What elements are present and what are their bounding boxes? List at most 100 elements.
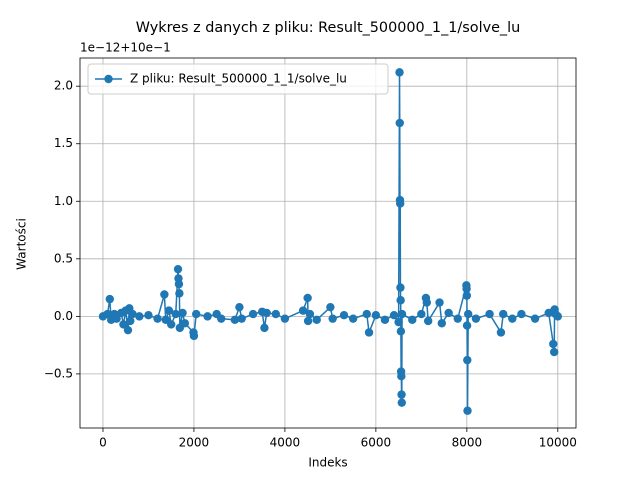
- data-point: [180, 319, 190, 328]
- data-point: [422, 298, 432, 307]
- data-point: [462, 291, 472, 300]
- data-point: [463, 406, 472, 415]
- y-tick-label: −0.5: [44, 366, 73, 380]
- data-point: [499, 309, 508, 319]
- data-point: [397, 372, 406, 381]
- data-point: [112, 314, 121, 323]
- data-point: [260, 323, 269, 333]
- data-point: [471, 314, 481, 323]
- data-point: [160, 290, 169, 299]
- data-point: [397, 398, 406, 407]
- data-point: [485, 309, 494, 319]
- y-tick-label: 0.0: [54, 309, 73, 323]
- data-point: [166, 320, 176, 329]
- data-point: [462, 321, 472, 330]
- data-point: [173, 264, 183, 274]
- data-point: [464, 309, 473, 319]
- y-tick-label: 1.5: [54, 136, 73, 150]
- data-point: [305, 309, 315, 319]
- data-point: [517, 309, 526, 319]
- data-point: [119, 320, 128, 329]
- grid: 0 2000 4000 6000 8000 10000 −0.5 0.0 0.5 1.0 1.5 2.…: [44, 58, 577, 450]
- y-tick-label: 0.5: [54, 251, 73, 265]
- data-point: [423, 316, 433, 326]
- data-point: [203, 312, 212, 321]
- data-point: [298, 306, 308, 315]
- data-point: [262, 308, 271, 318]
- y-tick-label: 2.0: [54, 79, 73, 93]
- data-point: [530, 314, 540, 323]
- data-point: [144, 311, 153, 320]
- data-point: [463, 355, 472, 365]
- data-point: [217, 314, 226, 323]
- offset-text: 1e−12+10e−1: [80, 41, 171, 55]
- chart-title: Wykres z danych z pliku: Result_500000_1…: [136, 20, 521, 36]
- x-tick-label: 0: [99, 436, 107, 450]
- x-tick-label: 6000: [361, 436, 392, 450]
- data-point: [175, 289, 184, 298]
- x-tick-label: 4000: [270, 436, 301, 450]
- data-point: [408, 315, 417, 325]
- data-point: [396, 327, 406, 336]
- x-tick-label: 2000: [179, 436, 210, 450]
- data-point: [437, 319, 447, 328]
- data-point: [389, 311, 399, 320]
- legend-marker: [104, 74, 113, 84]
- data-point: [417, 309, 426, 319]
- data-point: [348, 314, 358, 323]
- data-point: [496, 328, 506, 337]
- data-point: [396, 283, 405, 292]
- legend-label: Z pliku: Result_500000_1_1/solve_lu: [130, 72, 347, 86]
- data-point: [178, 308, 187, 318]
- data-point: [164, 306, 174, 315]
- data-point: [364, 328, 374, 337]
- data-point: [508, 314, 517, 323]
- data-point: [312, 315, 321, 325]
- data-point: [444, 308, 453, 318]
- data-point: [395, 118, 404, 128]
- y-axis-label: Wartości: [15, 218, 29, 270]
- data-point: [380, 315, 390, 325]
- data-point: [126, 316, 135, 326]
- legend-box: [87, 63, 389, 95]
- data-point: [328, 314, 337, 323]
- plot-area: [98, 68, 563, 415]
- data-point: [435, 298, 444, 307]
- x-tick-label: 10000: [539, 436, 577, 450]
- data-point: [362, 309, 371, 319]
- data-point: [248, 309, 258, 319]
- data-point: [128, 309, 137, 319]
- data-point: [235, 302, 244, 312]
- data-point: [397, 390, 406, 399]
- data-point: [303, 316, 313, 326]
- data-point: [237, 314, 246, 323]
- x-tick-label: 8000: [452, 436, 483, 450]
- data-point: [549, 347, 559, 357]
- data-point: [271, 309, 281, 319]
- data-point: [549, 339, 558, 349]
- data-point: [123, 325, 133, 335]
- data-point: [371, 311, 381, 320]
- data-point: [135, 312, 144, 321]
- data-point: [105, 294, 114, 304]
- data-point: [303, 293, 312, 303]
- x-axis-label: Indeks: [308, 456, 347, 470]
- data-point: [395, 68, 404, 77]
- legend: Z pliku: Result_500000_1_1/solve_lu: [87, 63, 389, 95]
- data-point: [189, 331, 199, 341]
- data-point: [339, 311, 349, 320]
- data-point: [553, 312, 563, 321]
- data-point: [453, 314, 462, 323]
- data-point: [396, 296, 405, 305]
- data-point: [280, 314, 290, 323]
- data-point: [396, 199, 405, 208]
- data-point: [174, 279, 184, 289]
- data-point: [394, 317, 403, 327]
- data-point: [326, 302, 335, 312]
- data-point: [230, 315, 240, 325]
- y-tick-label: 1.0: [54, 194, 73, 208]
- data-point: [462, 284, 471, 293]
- data-point: [171, 309, 180, 319]
- data-point: [153, 314, 162, 323]
